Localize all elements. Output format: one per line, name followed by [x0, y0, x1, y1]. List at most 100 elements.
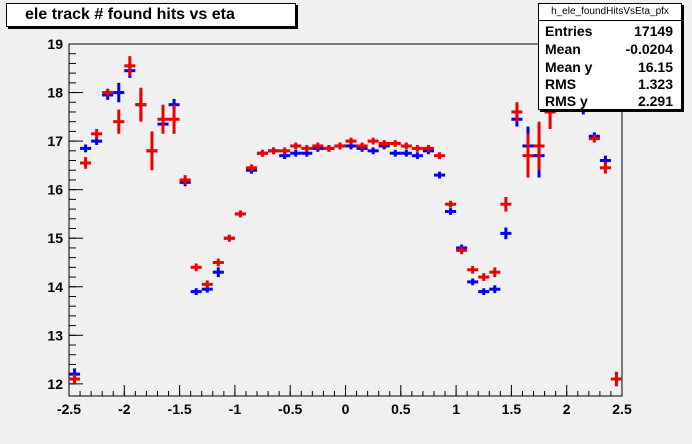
red-data-point [312, 142, 324, 150]
red-data-point [168, 104, 180, 134]
red-data-point [80, 157, 92, 169]
stats-value: 2.291 [637, 93, 673, 109]
red-data-point [610, 371, 622, 387]
stats-key: Mean [545, 41, 581, 57]
stats-value: 16.15 [637, 59, 673, 75]
red-data-point [599, 161, 611, 174]
red-data-point [290, 142, 302, 150]
stats-value: 1.323 [637, 76, 673, 92]
stats-value: 17149 [634, 23, 673, 39]
blue-data-point [290, 149, 302, 157]
red-data-point [190, 263, 202, 272]
stats-row-rms: RMS 1.323 [545, 76, 673, 94]
blue-data-point [190, 288, 202, 296]
red-data-point [345, 137, 357, 145]
blue-data-point [367, 147, 379, 155]
red-data-point [179, 175, 191, 185]
red-data-point [356, 142, 368, 150]
y-tick-label: 17 [47, 133, 63, 149]
red-data-point [102, 88, 114, 97]
x-tick-label: 1 [452, 401, 460, 417]
y-tick-label: 15 [47, 230, 63, 246]
axis-ticks: -2.5 -2 -1.5 -1 -0.5 0 0.5 1 1.5 2 2.5 12 13 14 15 16 17… [47, 36, 632, 417]
red-data-point [400, 142, 412, 150]
red-data-point [411, 144, 423, 152]
x-tick-label: -2.5 [57, 401, 81, 417]
red-data-point [135, 87, 147, 122]
red-data-point [378, 140, 390, 147]
blue-data-point [411, 152, 423, 160]
red-data-point [433, 152, 446, 160]
red-data-point [588, 134, 600, 143]
red-data-point [113, 109, 125, 134]
blue-data-point [489, 285, 501, 294]
blue-data-point [389, 149, 401, 157]
stats-histogram-name: h_ele_foundHitsVsEta_pfx [539, 4, 681, 21]
red-data-point [157, 104, 169, 134]
red-data-point [489, 267, 501, 278]
y-tick-label: 16 [47, 182, 63, 198]
stats-key: Entries [545, 23, 593, 39]
red-data-point [257, 149, 269, 157]
y-tick-label: 19 [47, 36, 63, 52]
red-data-point [445, 200, 457, 208]
red-data-point [91, 128, 103, 139]
y-tick-label: 14 [47, 279, 63, 295]
blue-data-point [113, 82, 125, 103]
red-data-point [268, 147, 280, 155]
blue-data-point [400, 149, 412, 157]
red-data-point [212, 258, 224, 267]
stats-row-mean: Mean -0.0204 [545, 41, 673, 59]
stats-key: Mean y [545, 59, 593, 75]
stats-row-entries: Entries 17149 [545, 23, 673, 41]
red-data-point [279, 147, 291, 155]
chart-title: ele track # found hits vs eta [25, 6, 235, 23]
red-data-point [456, 246, 468, 255]
chart-title-box: ele track # found hits vs eta [6, 3, 296, 27]
y-tick-label: 12 [47, 376, 63, 392]
y-tick-label: 18 [47, 85, 63, 101]
blue-data-point [500, 227, 512, 240]
red-data-point [146, 131, 158, 171]
stats-value: -0.0204 [625, 41, 673, 57]
stats-row-mean-y: Mean y 16.15 [545, 59, 673, 77]
red-data-point [467, 265, 479, 274]
blue-data-point [433, 171, 446, 179]
stats-box: h_ele_foundHitsVsEta_pfx Entries 17149 M… [538, 3, 682, 110]
red-data-point [223, 234, 235, 242]
red-data-point [124, 56, 136, 76]
y-tick-label: 13 [47, 327, 63, 343]
red-data-point [422, 144, 434, 152]
x-tick-label: -1.5 [168, 401, 192, 417]
blue-data-point [212, 267, 224, 278]
red-data-point [522, 133, 534, 178]
x-tick-label: 2 [563, 401, 571, 417]
blue-data-point [478, 288, 490, 296]
red-data-point [201, 280, 213, 289]
red-data-point [367, 137, 379, 145]
x-tick-label: 0 [342, 401, 350, 417]
red-data-point [245, 164, 258, 172]
stats-row-rms-y: RMS y 2.291 [545, 93, 673, 111]
red-data-point [511, 102, 523, 122]
x-tick-label: 0.5 [391, 401, 411, 417]
red-data-point [334, 142, 346, 150]
stats-key: RMS y [545, 93, 588, 109]
red-data-point [478, 273, 490, 281]
red-data-point [389, 140, 401, 147]
x-tick-label: -2 [118, 401, 131, 417]
x-tick-label: -0.5 [278, 401, 302, 417]
x-tick-label: 2.5 [612, 401, 632, 417]
plot-frame [68, 43, 623, 397]
x-tick-label: 1.5 [502, 401, 522, 417]
red-data-point [533, 121, 545, 171]
red-data-point [234, 210, 246, 218]
red-data-point [323, 144, 335, 152]
blue-data-point [445, 208, 457, 215]
red-data-point [500, 196, 512, 212]
blue-data-point [467, 278, 479, 286]
blue-data-point [80, 144, 92, 153]
red-data-point [69, 374, 81, 384]
stats-key: RMS [545, 76, 577, 92]
